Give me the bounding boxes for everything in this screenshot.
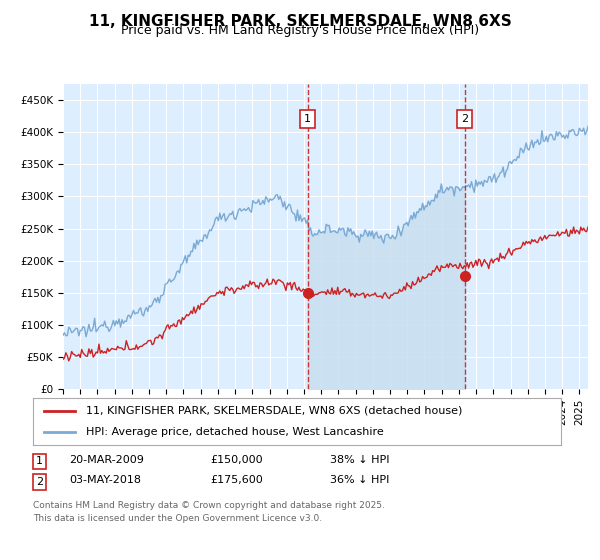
Text: 03-MAY-2018: 03-MAY-2018: [69, 475, 141, 486]
Text: 2: 2: [36, 477, 43, 487]
Text: 36% ↓ HPI: 36% ↓ HPI: [330, 475, 389, 486]
Text: 11, KINGFISHER PARK, SKELMERSDALE, WN8 6XS (detached house): 11, KINGFISHER PARK, SKELMERSDALE, WN8 6…: [86, 406, 462, 416]
Text: 2: 2: [461, 114, 469, 124]
Text: £150,000: £150,000: [210, 455, 263, 465]
Text: 20-MAR-2009: 20-MAR-2009: [69, 455, 144, 465]
Text: Contains HM Land Registry data © Crown copyright and database right 2025.
This d: Contains HM Land Registry data © Crown c…: [33, 501, 385, 522]
Text: 11, KINGFISHER PARK, SKELMERSDALE, WN8 6XS: 11, KINGFISHER PARK, SKELMERSDALE, WN8 6…: [89, 14, 511, 29]
Text: HPI: Average price, detached house, West Lancashire: HPI: Average price, detached house, West…: [86, 427, 383, 437]
Text: 1: 1: [36, 456, 43, 466]
Text: 1: 1: [304, 114, 311, 124]
Text: £175,600: £175,600: [210, 475, 263, 486]
Text: Price paid vs. HM Land Registry's House Price Index (HPI): Price paid vs. HM Land Registry's House …: [121, 24, 479, 37]
Text: 38% ↓ HPI: 38% ↓ HPI: [330, 455, 389, 465]
